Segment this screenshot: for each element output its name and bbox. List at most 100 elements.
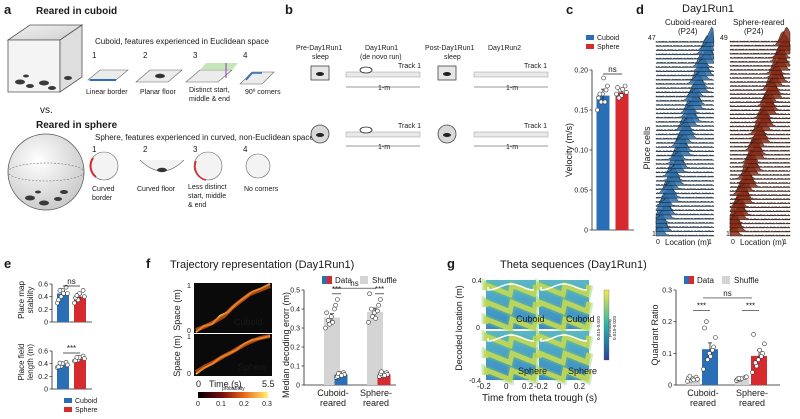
panel-b: b Pre-Day1Run1 sleep Day1Run1 (de novo r…	[285, 2, 549, 151]
theta-sequence-band	[483, 315, 539, 333]
cuboid-place-field-trace	[655, 221, 715, 237]
stability-bar-sphere	[74, 296, 86, 322]
field-length-point	[56, 364, 61, 370]
cuboid-place-field-trace	[655, 149, 715, 165]
quadrant-data-point	[751, 332, 756, 337]
decoding-sig-between: ns	[350, 279, 358, 288]
cuboid-place-field-trace	[655, 166, 715, 182]
sphere-place-field-trace	[729, 171, 791, 188]
track-label-3: Track 1	[398, 123, 421, 130]
svg-text:0.2: 0.2	[239, 401, 249, 408]
velocity-point	[596, 95, 601, 101]
svg-text:reared: reared	[690, 398, 716, 408]
theta-sequence-band	[483, 298, 539, 316]
legend-g: Data Shuffle	[684, 276, 759, 285]
theta-sequence-halo	[534, 278, 594, 301]
space-y1-top: 1	[187, 283, 191, 290]
theta-oscillation-trace	[487, 334, 535, 342]
svg-text:reared: reared	[320, 398, 346, 408]
sphere-place-field-trace	[729, 87, 791, 103]
theta-sequence-band	[536, 298, 592, 316]
theta-sequence-halo	[534, 363, 594, 386]
stage-run1: Day1Run1 (de novo run)	[360, 45, 402, 61]
cuboid-place-field-trace	[655, 144, 715, 161]
theta-sequence-heatmaps	[481, 278, 594, 386]
velocity-point	[614, 91, 619, 97]
quadrant-data-point	[753, 360, 758, 366]
velocity-point	[616, 95, 622, 101]
sphere-place-field-trace	[729, 180, 791, 196]
decoding-shuffle-bar	[367, 311, 383, 385]
cuboid-place-field-stack	[655, 26, 715, 237]
quadrant-shuffle-point	[691, 377, 696, 383]
svg-text:Sphere-reared: Sphere-reared	[733, 18, 785, 27]
sphere-xlabel: Location (m)	[740, 238, 785, 247]
quadrant-ratio-ytick-label: 0.2	[662, 319, 672, 326]
traj-x1: 5.5	[262, 379, 275, 389]
cuboid-place-field-trace	[655, 26, 715, 43]
sphere-place-field-trace	[729, 100, 791, 116]
space-y0-top: 0	[187, 328, 191, 335]
sphere-first-cell: 1	[726, 231, 730, 238]
legend-cuboid-swatch-c	[586, 35, 594, 40]
sphere-feature-3: Less distinct start, middle & end	[188, 184, 227, 209]
sphere-place-field-trace	[729, 160, 791, 176]
theta-label-1: Cuboid	[516, 314, 545, 324]
cuboid-number-4: 4	[243, 51, 248, 60]
field-length-ytick-label: 0	[44, 387, 48, 394]
panel-e-label: e	[4, 256, 11, 271]
decoding-error-ytick-label: 0.3	[290, 326, 300, 333]
svg-text:Less distinct: Less distinct	[188, 184, 227, 191]
theta-x-ticks: -0.2 0 0.2 -0.2 0 0.2	[477, 382, 586, 391]
svg-text:-0.2: -0.2	[477, 382, 491, 391]
sphere-place-field-trace	[729, 152, 791, 168]
velocity-ytick-label: 0.20	[574, 68, 588, 75]
theta-sequence-halo	[481, 329, 541, 352]
field-length-point	[82, 356, 87, 361]
decoding-data-bar	[334, 374, 348, 385]
theta-sequence-halo	[481, 278, 541, 301]
decoding-shuffle-point	[376, 302, 381, 308]
panel-a: a Reared in cuboid Cuboid, features expe…	[4, 2, 314, 211]
theta-label-4: Sphere	[568, 366, 597, 376]
cuboid-place-field-trace	[655, 170, 715, 186]
quadrant-data-point	[756, 357, 761, 362]
theta-sequence-band	[483, 332, 539, 350]
decoding-shuffle-point	[378, 297, 383, 302]
colorbar-ticks: 0 0.1 0.2 0.3	[196, 401, 272, 408]
cuboid-x0: 0	[656, 239, 660, 246]
probability-colorbar	[198, 392, 268, 398]
theta-sequence-halo	[481, 295, 541, 318]
quadrant-shuffle-point	[744, 374, 749, 380]
decoding-error-ytick-label: 0	[296, 383, 300, 390]
cuboid-feature-4: 90º corners	[245, 89, 281, 96]
svg-text:Day1Run1: Day1Run1	[365, 45, 398, 52]
theta-label-3: Sphere	[518, 366, 547, 376]
cuboid-reared-title: Cuboid-reared (P24)	[665, 18, 716, 36]
svg-text:sleep: sleep	[312, 54, 329, 61]
legend-f: Data Shuffle	[322, 276, 397, 285]
cuboid-place-field-trace	[655, 70, 715, 85]
decoding-shuffle-point	[373, 316, 378, 321]
cuboid-place-field-trace	[655, 35, 715, 51]
decoding-shuffle-point	[335, 297, 340, 302]
stability-ytick-label: 0.6	[38, 282, 48, 289]
cuboid-place-field-trace	[655, 85, 715, 102]
theta-oscillation-trace	[540, 334, 588, 342]
legend-sphere-swatch-c	[586, 44, 594, 49]
quadrant-data-point	[701, 366, 706, 372]
velocity-point	[603, 87, 609, 93]
field-length-bar-sphere	[74, 358, 86, 389]
sphere-place-field-trace	[729, 95, 791, 111]
quadrant-shuffle-point	[695, 376, 700, 382]
panel-d: d Day1Run1 Cuboid-reared (P24) Sphere-re…	[636, 2, 791, 247]
group-label-g-sphere: Sphere- reared	[736, 388, 768, 408]
field-length-ytick-label: 0.4	[38, 361, 48, 368]
quadrant-data-point	[757, 347, 762, 353]
decoding-shuffle-point	[326, 318, 331, 323]
group-label-f-sphere: Sphere- reared	[360, 388, 392, 408]
sphere-place-field-trace	[729, 156, 791, 172]
svg-text:Curved: Curved	[92, 186, 115, 193]
field-length-bar-cuboid	[57, 364, 69, 389]
field-length-point	[57, 360, 63, 366]
